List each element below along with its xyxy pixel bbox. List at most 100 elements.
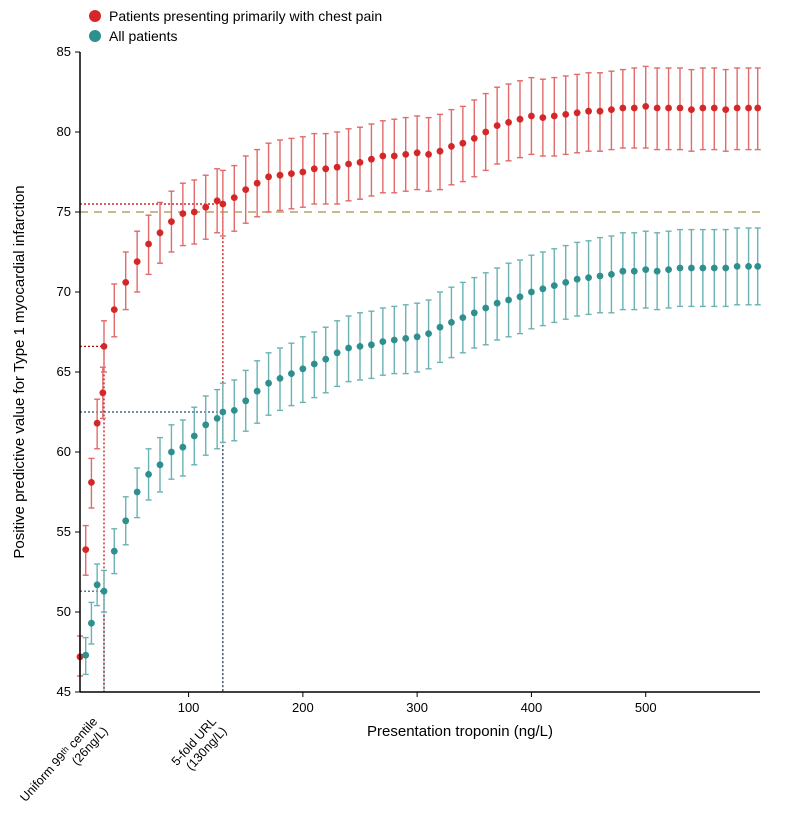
marker xyxy=(231,194,238,201)
marker xyxy=(242,397,249,404)
marker xyxy=(379,338,386,345)
x-tick-label: 100 xyxy=(178,700,200,715)
marker xyxy=(517,116,524,123)
marker xyxy=(214,415,221,422)
marker xyxy=(242,186,249,193)
marker xyxy=(334,164,341,171)
marker xyxy=(157,461,164,468)
marker xyxy=(482,129,489,136)
marker xyxy=(231,407,238,414)
marker xyxy=(111,548,118,555)
marker xyxy=(254,388,261,395)
marker xyxy=(722,265,729,272)
legend-label: All patients xyxy=(109,28,177,44)
marker xyxy=(368,156,375,163)
marker xyxy=(722,106,729,113)
marker xyxy=(299,169,306,176)
marker xyxy=(425,151,432,158)
x-tick-label: 300 xyxy=(406,700,428,715)
marker xyxy=(357,159,364,166)
marker xyxy=(754,263,761,270)
marker xyxy=(539,285,546,292)
marker xyxy=(357,343,364,350)
marker xyxy=(145,241,152,248)
marker xyxy=(619,105,626,112)
marker xyxy=(448,319,455,326)
marker xyxy=(677,105,684,112)
x-tick-label: 400 xyxy=(521,700,543,715)
marker xyxy=(437,324,444,331)
marker xyxy=(459,140,466,147)
marker xyxy=(88,479,95,486)
x-tick-label: 200 xyxy=(292,700,314,715)
marker xyxy=(299,365,306,372)
marker xyxy=(288,170,295,177)
marker xyxy=(699,265,706,272)
marker xyxy=(642,103,649,110)
marker xyxy=(82,652,89,659)
marker xyxy=(402,151,409,158)
y-tick-label: 80 xyxy=(57,124,71,139)
marker xyxy=(88,620,95,627)
marker xyxy=(754,105,761,112)
marker xyxy=(425,330,432,337)
y-tick-label: 50 xyxy=(57,604,71,619)
marker xyxy=(471,309,478,316)
marker xyxy=(597,108,604,115)
marker xyxy=(608,271,615,278)
y-tick-label: 55 xyxy=(57,524,71,539)
legend-label: Patients presenting primarily with chest… xyxy=(109,8,382,24)
marker xyxy=(574,109,581,116)
marker xyxy=(157,229,164,236)
marker xyxy=(265,173,272,180)
marker xyxy=(459,314,466,321)
marker xyxy=(191,209,198,216)
marker xyxy=(551,113,558,120)
marker xyxy=(122,279,129,286)
marker xyxy=(322,165,329,172)
marker xyxy=(219,201,226,208)
marker xyxy=(654,268,661,275)
marker xyxy=(711,265,718,272)
marker xyxy=(562,279,569,286)
marker xyxy=(145,471,152,478)
marker xyxy=(505,119,512,126)
marker xyxy=(539,114,546,121)
marker xyxy=(179,210,186,217)
marker xyxy=(402,335,409,342)
marker xyxy=(631,268,638,275)
marker xyxy=(562,111,569,118)
marker xyxy=(597,273,604,280)
marker xyxy=(311,165,318,172)
marker xyxy=(94,420,101,427)
marker xyxy=(654,105,661,112)
marker xyxy=(134,258,141,265)
chart-svg: 455055606570758085100200300400500Present… xyxy=(0,0,800,816)
marker xyxy=(494,300,501,307)
marker xyxy=(277,375,284,382)
marker xyxy=(101,343,108,350)
marker xyxy=(585,108,592,115)
marker xyxy=(334,349,341,356)
y-tick-label: 45 xyxy=(57,684,71,699)
marker xyxy=(437,148,444,155)
marker xyxy=(202,421,209,428)
marker xyxy=(134,489,141,496)
marker xyxy=(168,449,175,456)
marker xyxy=(448,143,455,150)
marker xyxy=(665,266,672,273)
marker xyxy=(379,153,386,160)
legend-marker xyxy=(89,10,101,22)
marker xyxy=(688,265,695,272)
y-tick-label: 70 xyxy=(57,284,71,299)
marker xyxy=(82,546,89,553)
marker xyxy=(311,361,318,368)
marker xyxy=(111,306,118,313)
x-axis-label: Presentation troponin (ng/L) xyxy=(367,723,553,740)
y-tick-label: 60 xyxy=(57,444,71,459)
marker xyxy=(345,161,352,168)
marker xyxy=(219,409,226,416)
y-tick-label: 75 xyxy=(57,204,71,219)
marker xyxy=(391,153,398,160)
marker xyxy=(517,293,524,300)
